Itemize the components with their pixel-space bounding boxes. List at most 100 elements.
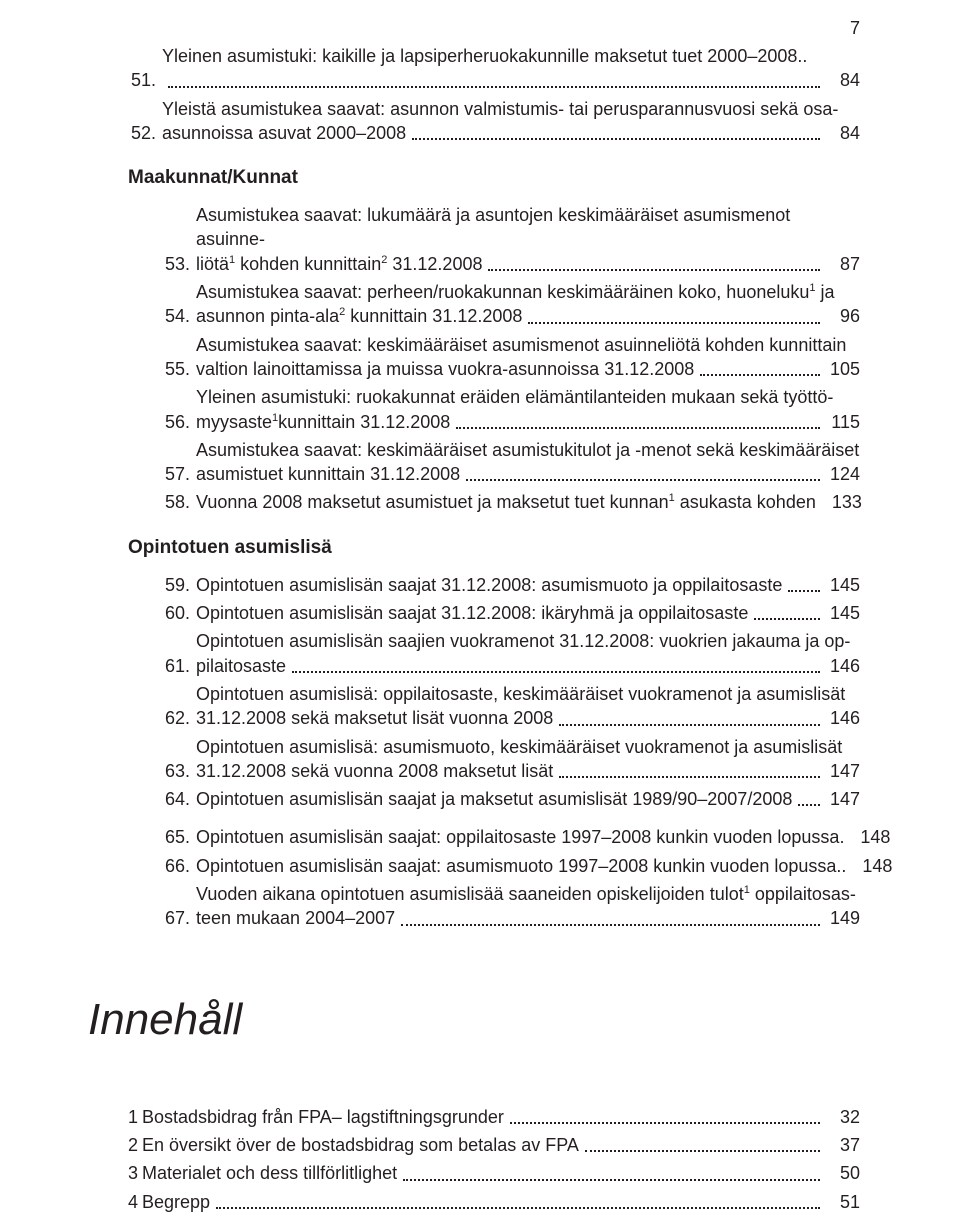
- toc-entry-number: 52.: [128, 121, 162, 145]
- toc-entry: 66.Opintotuen asumislisän saajat: asumis…: [162, 854, 860, 878]
- toc-leader-dots: [403, 1179, 820, 1181]
- toc-entry-text: Bostadsbidrag från FPA– lagstiftningsgru…: [142, 1105, 508, 1129]
- toc-entry-text: Opintotuen asumislisän saajat ja maksetu…: [196, 787, 796, 811]
- toc-entry-text: Yleistä asumistukea saavat: asunnon valm…: [162, 97, 860, 121]
- toc-leader-dots: [216, 1207, 820, 1209]
- toc-entry-page: 115: [824, 410, 860, 434]
- toc-entry: 63.Opintotuen asumislisä: asumismuoto, k…: [162, 735, 860, 784]
- page-number: 7: [850, 18, 860, 39]
- toc-entry: 51.Yleinen asumistuki: kaikille ja lapsi…: [128, 44, 860, 93]
- toc-entry-page: 145: [824, 601, 860, 625]
- toc-entry-text: Asumistukea saavat: lukumäärä ja asuntoj…: [196, 203, 860, 252]
- toc-entry: 65.Opintotuen asumislisän saajat: oppila…: [162, 825, 860, 849]
- toc-entry-number: 57.: [162, 462, 196, 486]
- toc-entry-page: 84: [824, 121, 860, 145]
- toc-entry-number: 62.: [162, 706, 196, 730]
- toc-entry-page: 87: [824, 252, 860, 276]
- toc-entry-number: 3: [128, 1161, 142, 1185]
- toc-entry-text: Vuonna 2008 maksetut asumistuet ja makse…: [196, 490, 820, 514]
- toc-leader-dots: [401, 924, 820, 926]
- toc-entry-page: 147: [824, 787, 860, 811]
- toc-entry-page: 133: [826, 490, 862, 514]
- toc-entry: 56.Yleinen asumistuki: ruokakunnat eräid…: [162, 385, 860, 434]
- toc-entry-number: 54.: [162, 304, 196, 328]
- toc-entry: 4Begrepp 51: [128, 1190, 860, 1214]
- toc-leader-dots: [528, 322, 820, 324]
- page-content: 51.Yleinen asumistuki: kaikille ja lapsi…: [0, 0, 960, 1214]
- toc-entry-page: 37: [824, 1133, 860, 1157]
- toc-entry: 52.Yleistä asumistukea saavat: asunnon v…: [128, 97, 860, 146]
- toc-entry-text: Asumistukea saavat: perheen/ruokakunnan …: [196, 280, 860, 304]
- toc-entry-number: 59.: [162, 573, 196, 597]
- toc-entry-number: 63.: [162, 759, 196, 783]
- toc-entry-text: Opintotuen asumislisän saajat 31.12.2008…: [196, 573, 786, 597]
- toc-entry: 3Materialet och dess tillförlitlighet 50: [128, 1161, 860, 1185]
- toc-entry-page: 96: [824, 304, 860, 328]
- toc-entry-text: Materialet och dess tillförlitlighet: [142, 1161, 401, 1185]
- toc-entry-text: pilaitosaste: [196, 654, 290, 678]
- toc-entry: 2En översikt över de bostadsbidrag som b…: [128, 1133, 860, 1157]
- toc-entry-number: 56.: [162, 410, 196, 434]
- toc-leader-dots: [168, 86, 820, 88]
- toc-leader-dots: [510, 1122, 820, 1124]
- toc-leader-dots: [700, 374, 820, 376]
- toc-entry: 58.Vuonna 2008 maksetut asumistuet ja ma…: [162, 490, 860, 514]
- toc-entry-number: 60.: [162, 601, 196, 625]
- toc-entry-text: Opintotuen asumislisän saajat: asumismuo…: [196, 854, 850, 878]
- toc-entry-text: myysaste1kunnittain 31.12.2008: [196, 410, 454, 434]
- toc-leader-dots: [559, 776, 820, 778]
- toc-entry-text: Yleinen asumistuki: ruokakunnat eräiden …: [196, 385, 860, 409]
- toc-entry-page: 146: [824, 706, 860, 730]
- toc-leader-dots: [466, 479, 820, 481]
- toc-entry: 67.Vuoden aikana opintotuen asumislisää …: [162, 882, 860, 931]
- toc-entry-text: teen mukaan 2004–2007: [196, 906, 399, 930]
- toc-entry-number: 1: [128, 1105, 142, 1129]
- toc-entry-text: Vuoden aikana opintotuen asumislisää saa…: [196, 882, 860, 906]
- toc-entry-text: Asumistukea saavat: keskimääräiset asumi…: [196, 438, 860, 462]
- toc-entry-text: Opintotuen asumislisän saajat 31.12.2008…: [196, 601, 752, 625]
- section-heading-opintotuen: Opintotuen asumislisä: [128, 537, 860, 559]
- toc-entry: 64.Opintotuen asumislisän saajat ja maks…: [162, 787, 860, 811]
- toc-entry-number: 4: [128, 1190, 142, 1214]
- section-heading-maakunnat: Maakunnat/Kunnat: [128, 167, 860, 189]
- main-heading-innehall: Innehåll: [88, 995, 860, 1045]
- toc-entry-text: Opintotuen asumislisä: oppilaitosaste, k…: [196, 682, 860, 706]
- toc-leader-dots: [292, 671, 820, 673]
- toc-entry: 62.Opintotuen asumislisä: oppilaitosaste…: [162, 682, 860, 731]
- toc-entry-page: 146: [824, 654, 860, 678]
- toc-entry-number: 53.: [162, 252, 196, 276]
- toc-entry-page: 148: [856, 854, 892, 878]
- toc-entry-text: liötä1 kohden kunnittain2 31.12.2008: [196, 252, 486, 276]
- toc-leader-dots: [559, 724, 820, 726]
- toc-entry: 54.Asumistukea saavat: perheen/ruokakunn…: [162, 280, 860, 329]
- toc-entry: 59.Opintotuen asumislisän saajat 31.12.2…: [162, 573, 860, 597]
- toc-entry: 61.Opintotuen asumislisän saajien vuokra…: [162, 629, 860, 678]
- toc-entry-text: valtion lainoittamissa ja muissa vuokra-…: [196, 357, 698, 381]
- toc-entry: 53.Asumistukea saavat: lukumäärä ja asun…: [162, 203, 860, 276]
- toc-leader-dots: [798, 804, 820, 806]
- toc-entry-page: 32: [824, 1105, 860, 1129]
- toc-entry-page: 149: [824, 906, 860, 930]
- toc-entry: 57.Asumistukea saavat: keskimääräiset as…: [162, 438, 860, 487]
- toc-entry-number: 51.: [128, 68, 162, 92]
- toc-entry-page: 84: [824, 68, 860, 92]
- toc-entry-text: asunnon pinta-ala2 kunnittain 31.12.2008: [196, 304, 526, 328]
- toc-entry-page: 105: [824, 357, 860, 381]
- toc-entry-text: Begrepp: [142, 1190, 214, 1214]
- toc-entry: 55.Asumistukea saavat: keskimääräiset as…: [162, 333, 860, 382]
- toc-entry-number: 55.: [162, 357, 196, 381]
- toc-entry-text: asunnoissa asuvat 2000–2008: [162, 121, 410, 145]
- toc-entry-text: asumistuet kunnittain 31.12.2008: [196, 462, 464, 486]
- toc-entry-text: En översikt över de bostadsbidrag som be…: [142, 1133, 583, 1157]
- toc-entry-text: Yleinen asumistuki: kaikille ja lapsiper…: [162, 44, 860, 68]
- toc-entry: 1Bostadsbidrag från FPA– lagstiftningsgr…: [128, 1105, 860, 1129]
- toc-leader-dots: [412, 138, 820, 140]
- toc-leader-dots: [456, 427, 820, 429]
- toc-entry-page: 51: [824, 1190, 860, 1214]
- toc-leader-dots: [585, 1150, 820, 1152]
- toc-entry-page: 124: [824, 462, 860, 486]
- toc-leader-dots: [754, 618, 820, 620]
- toc-entry-text: Asumistukea saavat: keskimääräiset asumi…: [196, 333, 860, 357]
- toc-entry-page: 50: [824, 1161, 860, 1185]
- toc-entry-number: 61.: [162, 654, 196, 678]
